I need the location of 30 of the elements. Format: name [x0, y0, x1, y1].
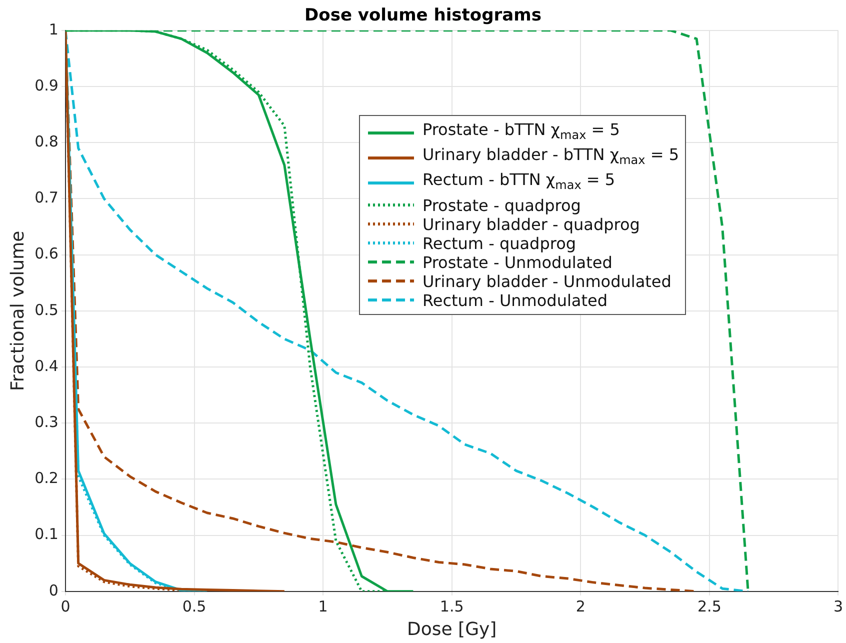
legend-label: Rectum - bTTN χ$_{max}$ = 5 — [422, 170, 616, 195]
legend-label: Prostate - bTTN χ$_{max}$ = 5 — [422, 120, 620, 144]
legend-label: Prostate - Unmodulated — [422, 252, 612, 272]
x-tick-label: 2 — [576, 597, 586, 616]
legend-label: Prostate - quadprog — [422, 196, 581, 215]
x-tick-label: 1 — [318, 597, 328, 616]
x-tick-label: 2.5 — [698, 597, 722, 616]
chart-title: Dose volume histograms — [304, 6, 542, 26]
y-tick-label: 0.6 — [34, 244, 58, 263]
legend-label: Rectum - Unmodulated — [422, 290, 608, 310]
y-tick-label: 0.9 — [34, 76, 58, 94]
x-tick-label: 3 — [833, 597, 843, 616]
y-tick-label: 0.4 — [34, 356, 58, 375]
y-tick-label: 0.1 — [34, 525, 58, 544]
y-tick-label: 0 — [48, 581, 58, 600]
y-tick-label: 0.7 — [34, 188, 58, 207]
y-tick-label: 0.2 — [34, 469, 58, 488]
x-axis-title: Dose [Gy] — [406, 618, 497, 640]
y-tick-label: 0.8 — [34, 132, 58, 150]
legend-label: Urinary bladder - Unmodulated — [422, 272, 672, 291]
legend-label: Rectum - quadprog — [422, 234, 576, 253]
legend-label: Urinary bladder - quadprog — [422, 214, 640, 234]
x-tick-label: 0.5 — [182, 597, 206, 616]
legend-label: Urinary bladder - bTTN χ$_{max}$ = 5 — [422, 145, 679, 170]
y-tick-label: 1 — [48, 20, 58, 38]
x-tick-label: 1.5 — [440, 597, 464, 616]
y-tick-label: 0.5 — [34, 300, 58, 319]
y-axis-title: Fractional volume — [7, 230, 28, 392]
x-tick-label: 0 — [60, 597, 70, 616]
y-tick-label: 0.3 — [34, 412, 58, 431]
